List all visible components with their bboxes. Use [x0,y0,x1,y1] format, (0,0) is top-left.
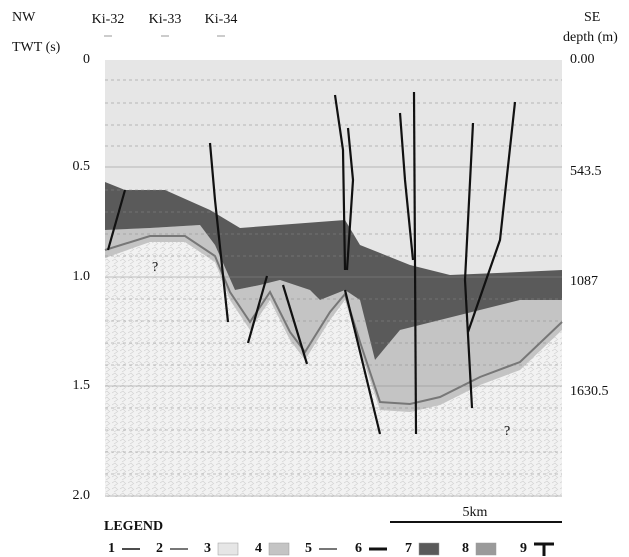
basement [105,242,562,497]
legend-number: 2 [156,541,163,556]
legend-swatch [475,542,497,556]
well-label: Ki-34 [205,12,238,27]
wells: Ki-32 Ki-33 Ki-34 [92,12,238,37]
left-tick-label: 1.0 [73,269,91,284]
left-tick-label: 2.0 [73,488,91,503]
section-body [104,60,563,497]
faults [106,91,517,435]
right-tick-label: 1630.5 [570,384,609,399]
legend-number: 7 [405,541,412,556]
right-tick-label: 543.5 [570,164,602,179]
legend-number: 3 [204,541,211,556]
well-label: Ki-33 [149,12,182,27]
left-tick-label: 1.5 [73,378,91,393]
right-tick-label: 0.00 [570,52,595,67]
legend-number: 9 [520,541,527,556]
legend-number: 8 [462,541,469,556]
direction-right: SE [584,10,600,25]
legend-swatch [418,542,440,556]
legend: 1 2 3 4 5 6 7 8 9 [108,541,554,556]
layer-7 [105,182,562,360]
left-tick-label: 0.5 [73,159,91,174]
annotation: ? [152,260,158,275]
grid [105,79,562,497]
legend-number: 6 [355,541,362,556]
left-tick-label: 0 [83,52,90,67]
direction-left: NW [12,10,36,25]
annotation: ? [504,424,510,439]
left-axis-title: TWT (s) [12,40,61,55]
scale-label: 5km [463,505,488,520]
legend-swatch [217,542,239,556]
right-tick-label: 1087 [570,274,598,289]
horizon-line [104,235,563,406]
left-axis: 0 0.5 1.0 1.5 2.0 [73,52,91,503]
right-axis: 0.00 543.5 1087 1630.5 [570,52,609,399]
well-label: Ki-32 [92,12,125,27]
legend-title: LEGEND [104,519,163,534]
legend-number: 4 [255,541,262,556]
legend-number: 1 [108,541,115,556]
legend-swatch [268,542,290,556]
right-axis-title: depth (m) [563,30,618,45]
legend-number: 5 [305,541,312,556]
